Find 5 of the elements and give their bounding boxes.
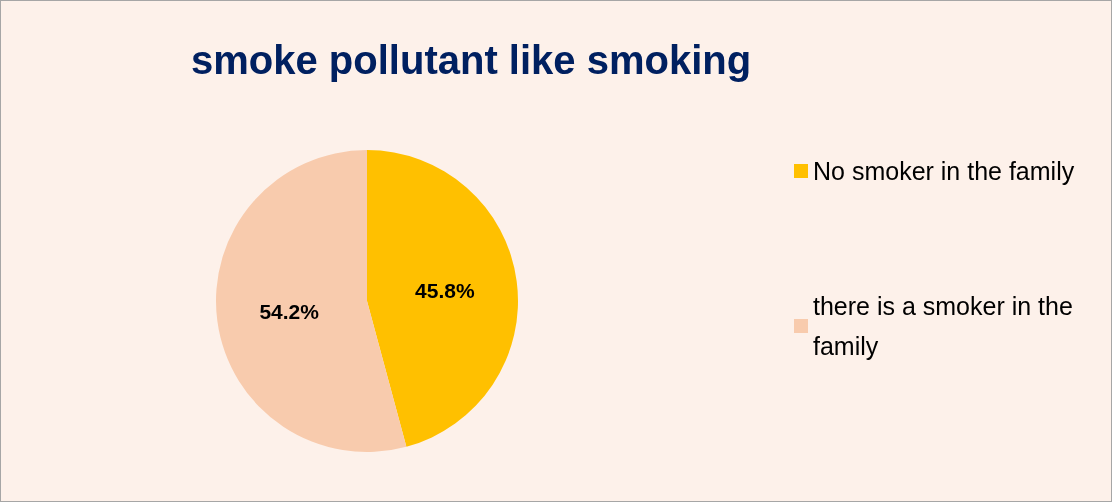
legend-label: No smoker in the family: [813, 157, 1075, 185]
data-label: 45.8%: [415, 279, 475, 303]
data-label: 54.2%: [259, 299, 320, 323]
chart-title: smoke pollutant like smoking: [191, 38, 752, 82]
legend-label: there is a smoker in the family: [813, 292, 1080, 360]
